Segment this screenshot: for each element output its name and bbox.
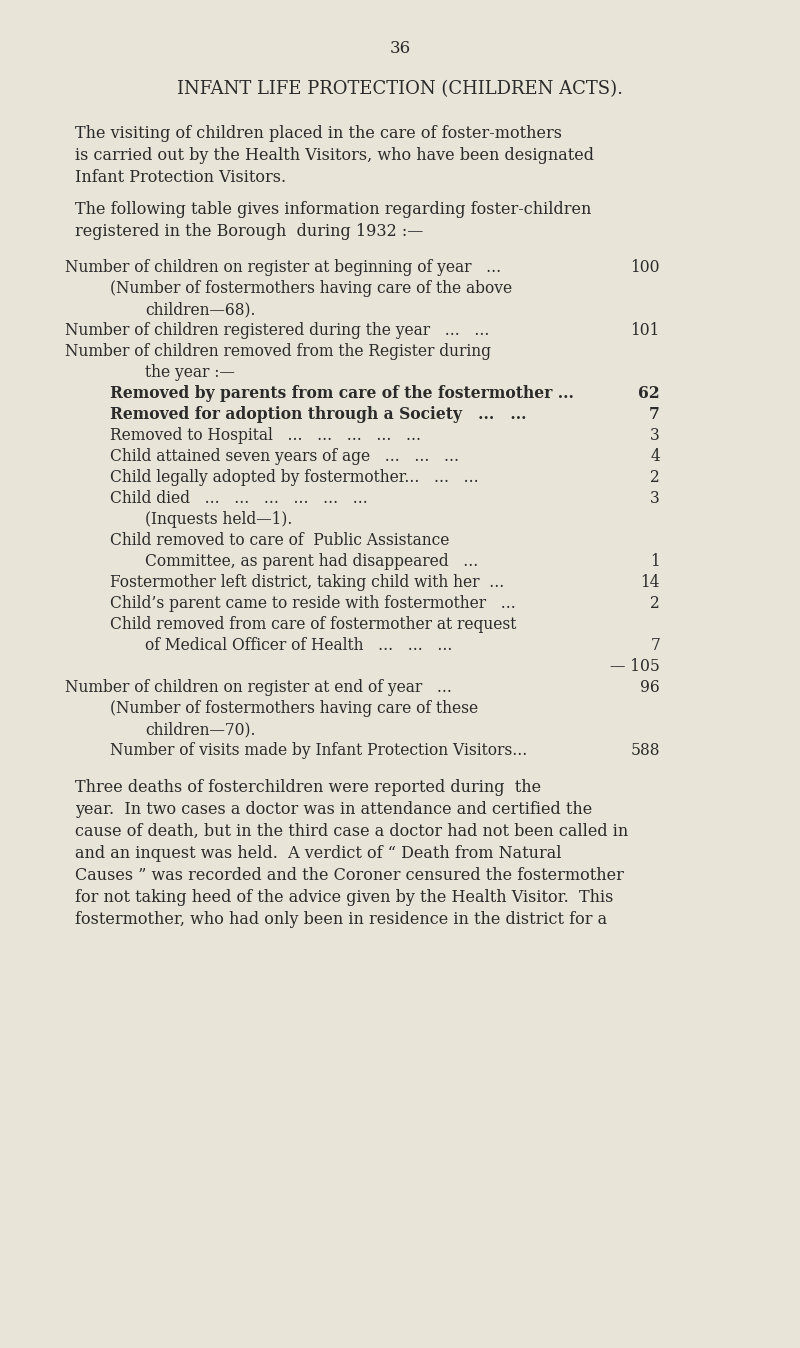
Text: year.  In two cases a doctor was in attendance and certified the: year. In two cases a doctor was in atten… <box>75 801 592 818</box>
Text: The following table gives information regarding foster-children: The following table gives information re… <box>75 201 591 218</box>
Text: Number of children registered during the year   ...   ...: Number of children registered during the… <box>65 322 490 338</box>
Text: 588: 588 <box>630 741 660 759</box>
Text: Removed to Hospital   ...   ...   ...   ...   ...: Removed to Hospital ... ... ... ... ... <box>110 427 421 443</box>
Text: children—70).: children—70). <box>145 721 255 737</box>
Text: Causes ” was recorded and the Coroner censured the fostermother: Causes ” was recorded and the Coroner ce… <box>75 867 624 884</box>
Text: children—68).: children—68). <box>145 301 255 318</box>
Text: 2: 2 <box>650 469 660 487</box>
Text: (Inquests held—1).: (Inquests held—1). <box>145 511 292 528</box>
Text: Child legally adopted by fostermother...   ...   ...: Child legally adopted by fostermother...… <box>110 469 478 487</box>
Text: 100: 100 <box>630 259 660 276</box>
Text: 7: 7 <box>650 406 660 423</box>
Text: 101: 101 <box>630 322 660 338</box>
Text: Committee, as parent had disappeared   ...: Committee, as parent had disappeared ... <box>145 553 478 570</box>
Text: Number of visits made by Infant Protection Visitors...: Number of visits made by Infant Protecti… <box>110 741 527 759</box>
Text: and an inquest was held.  A verdict of “ Death from Natural: and an inquest was held. A verdict of “ … <box>75 845 562 861</box>
Text: 36: 36 <box>390 40 410 57</box>
Text: is carried out by the Health Visitors, who have been designated: is carried out by the Health Visitors, w… <box>75 147 594 164</box>
Text: 14: 14 <box>641 574 660 590</box>
Text: for not taking heed of the advice given by the Health Visitor.  This: for not taking heed of the advice given … <box>75 888 614 906</box>
Text: Removed for adoption through a Society   ...   ...: Removed for adoption through a Society .… <box>110 406 526 423</box>
Text: Three deaths of fosterchildren were reported during  the: Three deaths of fosterchildren were repo… <box>75 779 541 797</box>
Text: fostermother, who had only been in residence in the district for a: fostermother, who had only been in resid… <box>75 911 607 927</box>
Text: Child removed to care of  Public Assistance: Child removed to care of Public Assistan… <box>110 532 450 549</box>
Text: 4: 4 <box>650 448 660 465</box>
Text: Child died   ...   ...   ...   ...   ...   ...: Child died ... ... ... ... ... ... <box>110 491 368 507</box>
Text: Child attained seven years of age   ...   ...   ...: Child attained seven years of age ... ..… <box>110 448 459 465</box>
Text: 3: 3 <box>650 491 660 507</box>
Text: — 105: — 105 <box>610 658 660 675</box>
Text: The visiting of children placed in the care of foster-mothers: The visiting of children placed in the c… <box>75 125 562 142</box>
Text: Removed by parents from care of the fostermother ...: Removed by parents from care of the fost… <box>110 386 574 402</box>
Text: 7: 7 <box>650 638 660 654</box>
Text: Infant Protection Visitors.: Infant Protection Visitors. <box>75 168 286 186</box>
Text: 3: 3 <box>650 427 660 443</box>
Text: 96: 96 <box>640 679 660 696</box>
Text: (Number of fostermothers having care of the above: (Number of fostermothers having care of … <box>110 280 512 297</box>
Text: Number of children removed from the Register during: Number of children removed from the Regi… <box>65 342 491 360</box>
Text: Number of children on register at beginning of year   ...: Number of children on register at beginn… <box>65 259 501 276</box>
Text: Number of children on register at end of year   ...: Number of children on register at end of… <box>65 679 452 696</box>
Text: Fostermother left district, taking child with her  ...: Fostermother left district, taking child… <box>110 574 504 590</box>
Text: 2: 2 <box>650 594 660 612</box>
Text: 1: 1 <box>650 553 660 570</box>
Text: of Medical Officer of Health   ...   ...   ...: of Medical Officer of Health ... ... ... <box>145 638 452 654</box>
Text: (Number of fostermothers having care of these: (Number of fostermothers having care of … <box>110 700 478 717</box>
Text: Child’s parent came to reside with fostermother   ...: Child’s parent came to reside with foste… <box>110 594 516 612</box>
Text: cause of death, but in the third case a doctor had not been called in: cause of death, but in the third case a … <box>75 824 628 840</box>
Text: registered in the Borough  during 1932 :—: registered in the Borough during 1932 :— <box>75 222 423 240</box>
Text: INFANT LIFE PROTECTION (CHILDREN ACTS).: INFANT LIFE PROTECTION (CHILDREN ACTS). <box>177 80 623 98</box>
Text: 62: 62 <box>638 386 660 402</box>
Text: the year :—: the year :— <box>145 364 235 381</box>
Text: Child removed from care of fostermother at request: Child removed from care of fostermother … <box>110 616 516 634</box>
